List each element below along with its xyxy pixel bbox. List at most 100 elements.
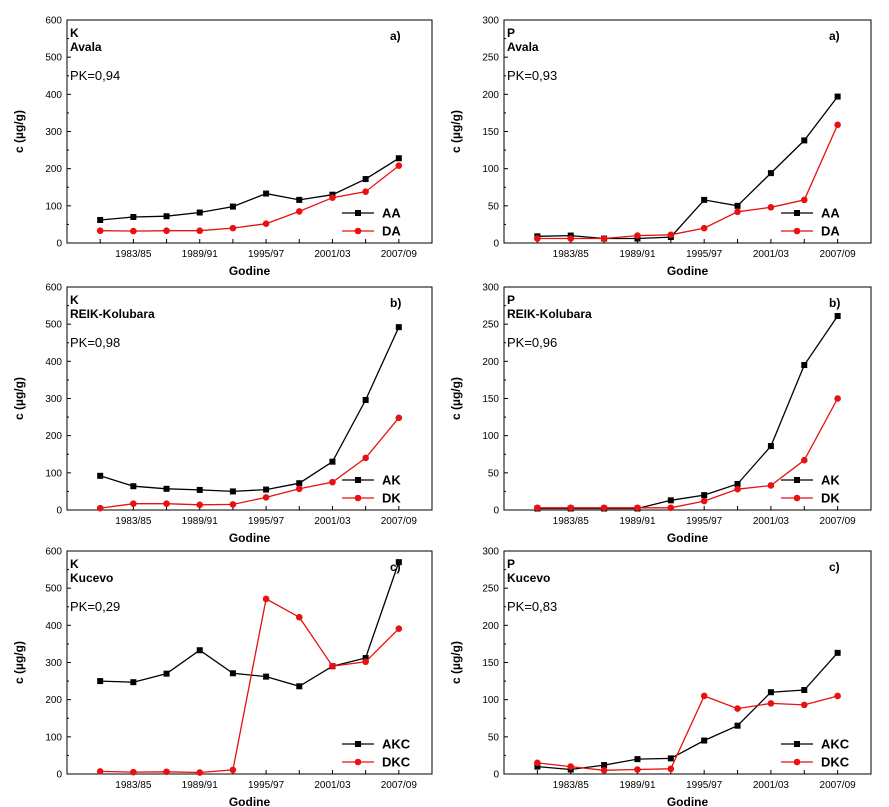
chart-panel-K-kolubara: 0 100 200 300 400 500 600 1983/85 1989/91 1995/97… [12,283,433,545]
data-point [229,203,236,210]
x-tick-label: 1983/85 [115,516,152,527]
series-DK [534,395,841,512]
legend-entry: AKC [781,737,850,752]
data-point [362,188,369,196]
y-axis-title: c (µg/g) [12,377,26,420]
x-tick-label: 2007/09 [381,516,418,527]
panel-tag: a) [390,29,401,43]
data-point [329,662,336,670]
data-point [296,683,303,690]
x-tick-label: 1989/91 [619,516,656,527]
x-tick-label: 1989/91 [182,516,219,527]
y-tick-label: 500 [45,584,62,595]
legend-entry: DKC [342,755,411,770]
data-point [667,497,674,504]
data-point [634,232,641,239]
legend-marker [793,227,801,235]
panel-site: REIK-Kolubara [507,307,592,321]
y-tick-label: 0 [56,506,62,517]
panel-tag: c) [829,560,840,574]
data-point [329,194,336,201]
x-tick-label: 2001/03 [314,249,351,260]
y-tick-label: 300 [45,658,62,669]
data-point [329,478,336,486]
panel-pk: PK=0,83 [507,599,557,614]
data-point [701,737,708,744]
y-tick-label: 100 [482,164,499,175]
y-axis-title: c (µg/g) [449,377,463,420]
data-point [701,196,708,203]
data-point [667,504,675,512]
legend-entry: DK [781,491,840,506]
y-tick-label: 600 [45,283,62,294]
y-tick-label: 400 [45,621,62,632]
y-tick-label: 400 [45,357,62,368]
data-point [600,235,608,242]
legend-label: AK [382,473,401,488]
data-point [701,492,708,499]
legend-marker [354,227,362,235]
legend-label: DA [821,224,840,239]
data-point [229,488,236,495]
data-point [229,766,237,774]
x-axis-title: Godine [229,264,271,278]
data-point [229,224,237,232]
data-point [196,501,204,509]
y-axis-title: c (µg/g) [449,641,463,684]
legend-marker [354,758,362,766]
series-line [100,165,400,232]
panel-letter: K [70,26,79,40]
data-point [801,137,808,144]
x-tick-label: 2007/09 [381,780,418,791]
panel-site: Avala [507,40,539,54]
y-tick-label: 100 [482,695,499,706]
y-tick-label: 50 [488,201,500,212]
data-point [834,395,841,402]
data-point [329,458,336,465]
chart-panel-K-kucevo: 0 100 200 300 400 500 600 1983/85 1989/91 1995/97… [12,547,433,807]
data-point [395,625,403,632]
y-tick-label: 150 [482,394,499,405]
legend-marker [354,494,362,502]
data-point [229,501,237,508]
data-point [130,227,137,235]
series-line [537,398,839,509]
x-tick-label: 2001/03 [753,516,790,527]
legend-marker [355,477,361,483]
legend-entry: AK [342,473,401,488]
data-point [767,482,775,489]
data-point [601,762,608,769]
y-tick-label: 300 [482,16,499,27]
x-tick-label: 1995/97 [248,780,285,791]
data-point [734,485,741,493]
x-tick-label: 1989/91 [619,780,656,791]
data-point [800,196,808,204]
data-point [667,231,675,239]
panel-letter: K [70,293,79,307]
series-line [537,124,839,240]
legend-entry: AK [781,473,840,488]
data-point [634,504,641,512]
panel-site: Kucevo [507,571,550,585]
data-point [163,768,170,776]
series-DK [96,414,403,512]
legend-label: AA [382,206,401,221]
x-tick-label: 2007/09 [820,249,857,260]
data-point [362,655,369,662]
panel-pk: PK=0,96 [507,335,557,350]
series-AKC [534,649,841,773]
data-point [834,93,841,100]
data-point [600,766,608,774]
data-point [196,486,203,493]
series-DKC [96,595,403,776]
chart-panel-P-avala: 0 50 100 150 200 250 300 1983/85 1989/91 1995/97 2… [449,16,872,278]
data-point [734,208,741,216]
data-point [395,414,403,422]
y-tick-label: 0 [56,239,62,250]
data-point [262,494,270,501]
data-point [163,213,170,220]
x-tick-label: 2007/09 [820,780,857,791]
y-tick-label: 0 [493,506,499,517]
legend-marker [794,477,800,483]
x-tick-label: 1995/97 [248,249,285,260]
